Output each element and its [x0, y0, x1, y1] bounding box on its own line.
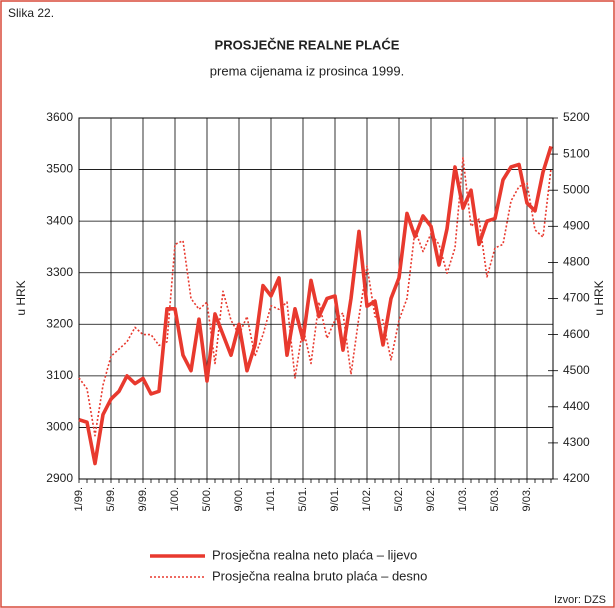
y2-tick-label: 5000 — [563, 182, 590, 196]
y2-tick-label: 4200 — [563, 471, 590, 485]
x-tick-label: 1/03. — [457, 487, 469, 511]
chart-title: PROSJEČNE REALNE PLAĆE — [215, 37, 400, 52]
x-tick-label: 1/99. — [73, 487, 85, 511]
y-tick-label: 3400 — [46, 213, 73, 227]
y-tick-label: 2900 — [46, 471, 73, 485]
y-tick-label: 3100 — [46, 368, 73, 382]
x-tick-label: 5/01. — [297, 487, 309, 511]
y2-tick-label: 4900 — [563, 218, 590, 232]
series-line — [78, 145, 553, 466]
y2-tick-label: 5100 — [563, 146, 590, 160]
x-tick-label: 5/00. — [201, 487, 213, 511]
x-tick-label: 9/00. — [233, 487, 245, 511]
y-tick-label: 3300 — [46, 265, 73, 279]
legend-label: Prosječna realna neto plaća – lijevo — [212, 547, 417, 562]
y2-tick-label: 4800 — [563, 255, 590, 269]
y-axis-label: u HRK — [14, 280, 28, 315]
plot-border — [78, 117, 554, 480]
x-tick-label: 5/03. — [489, 487, 501, 511]
x-tick-label: 5/02. — [393, 487, 405, 511]
x-tick-label: 9/01. — [329, 487, 341, 511]
y-tick-label: 3500 — [46, 162, 73, 176]
y-tick-label: 3600 — [46, 110, 73, 124]
x-tick-label: 9/99. — [137, 487, 149, 511]
y-tick-label: 3200 — [46, 316, 73, 330]
chart-subtitle: prema cijenama iz prosinca 1999. — [210, 63, 404, 78]
x-tick-label: 1/01. — [265, 487, 277, 511]
y2-axis-label: u HRK — [592, 280, 606, 315]
y2-tick-label: 4700 — [563, 291, 590, 305]
figure-label: Slika 22. — [8, 6, 54, 20]
x-tick-label: 9/03. — [521, 487, 533, 511]
x-tick-label: 1/00. — [169, 487, 181, 511]
x-tick-label: 9/02. — [425, 487, 437, 511]
y2-tick-label: 4300 — [563, 435, 590, 449]
y2-tick-label: 4500 — [563, 363, 590, 377]
x-tick-label: 1/02. — [361, 487, 373, 511]
y-tick-label: 3000 — [46, 420, 73, 434]
y2-tick-label: 4600 — [563, 327, 590, 341]
legend-label: Prosječna realna bruto plaća – desno — [212, 568, 427, 583]
x-tick-label: 5/99. — [105, 487, 117, 511]
y2-tick-label: 5200 — [563, 110, 590, 124]
series-line — [78, 156, 552, 437]
source: Izvor: DZS — [554, 594, 606, 606]
y2-tick-label: 4400 — [563, 399, 590, 413]
